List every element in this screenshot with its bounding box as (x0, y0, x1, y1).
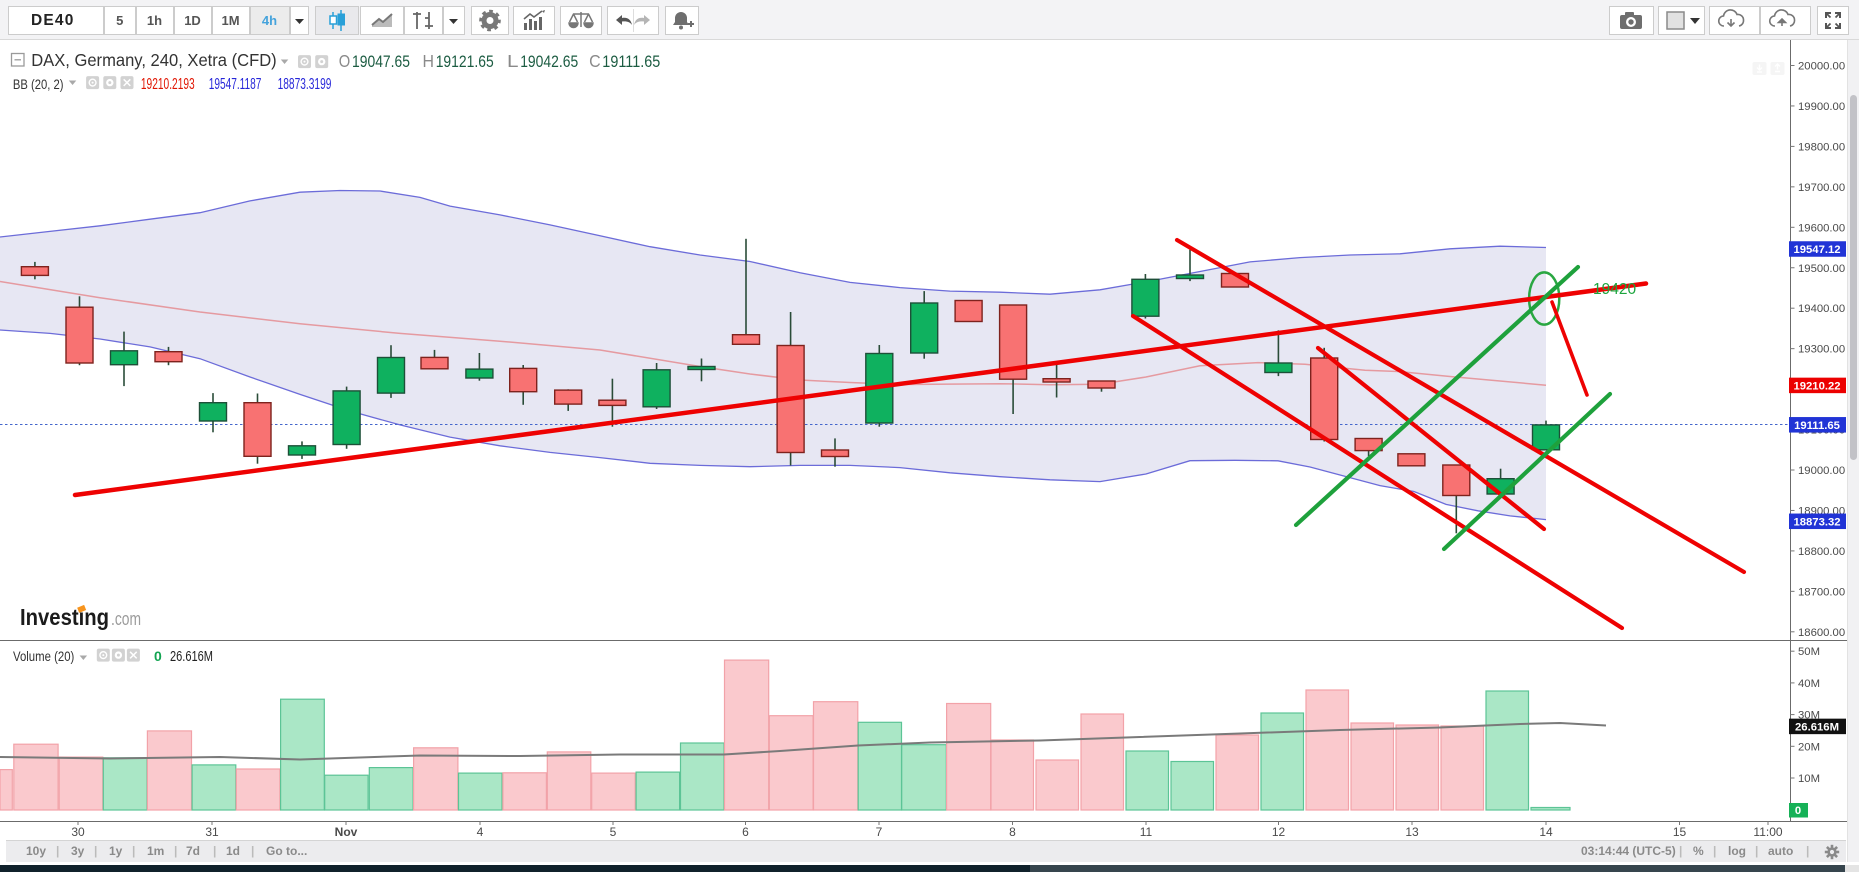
svg-text:19900.00: 19900.00 (1798, 101, 1845, 113)
svg-text:.com: .com (111, 609, 141, 629)
svg-text:19420: 19420 (1593, 281, 1636, 298)
svg-text:C: C (589, 51, 601, 71)
svg-text:40M: 40M (1798, 678, 1820, 690)
svg-text:DAX, Germany, 240, Xetra (CFD): DAX, Germany, 240, Xetra (CFD) (31, 50, 277, 70)
svg-text:14: 14 (1539, 825, 1553, 839)
svg-text:18600.00: 18600.00 (1798, 627, 1845, 639)
svg-text:7: 7 (876, 825, 883, 839)
svg-text:19547.12: 19547.12 (1793, 244, 1840, 256)
svg-text:18873.3199: 18873.3199 (278, 76, 332, 93)
svg-text:19042.65: 19042.65 (520, 52, 578, 71)
svg-text:19547.1187: 19547.1187 (209, 76, 262, 93)
svg-text:Investing: Investing (20, 604, 109, 630)
svg-text:18700.00: 18700.00 (1798, 586, 1845, 598)
svg-text:0: 0 (154, 648, 162, 664)
svg-text:50M: 50M (1798, 646, 1820, 658)
svg-text:26.616M: 26.616M (1795, 722, 1839, 734)
svg-text:19700.00: 19700.00 (1798, 182, 1845, 194)
svg-text:30M: 30M (1798, 710, 1820, 722)
svg-text:6: 6 (742, 825, 749, 839)
svg-text:19300.00: 19300.00 (1798, 344, 1845, 356)
svg-text:15: 15 (1673, 825, 1687, 839)
svg-text:20000.00: 20000.00 (1798, 61, 1845, 73)
svg-text:19111.65: 19111.65 (602, 52, 660, 71)
svg-text:31: 31 (205, 825, 219, 839)
svg-text:18800.00: 18800.00 (1798, 546, 1845, 558)
svg-text:L: L (507, 51, 519, 71)
svg-text:12: 12 (1272, 825, 1286, 839)
svg-text:19210.2193: 19210.2193 (141, 76, 195, 93)
svg-text:19121.65: 19121.65 (436, 52, 494, 71)
svg-text:4: 4 (477, 825, 484, 839)
svg-text:11: 11 (1140, 825, 1153, 839)
svg-text:8: 8 (1009, 825, 1016, 839)
svg-text:13: 13 (1405, 825, 1419, 839)
svg-text:19800.00: 19800.00 (1798, 141, 1845, 153)
svg-text:H: H (423, 51, 435, 71)
svg-text:11:00: 11:00 (1753, 825, 1782, 839)
svg-text:19111.65: 19111.65 (1794, 420, 1840, 432)
svg-text:26.616M: 26.616M (170, 649, 213, 665)
svg-text:Volume (20): Volume (20) (13, 648, 74, 664)
svg-text:5: 5 (610, 825, 617, 839)
svg-text:19210.22: 19210.22 (1793, 381, 1840, 393)
svg-text:20M: 20M (1798, 741, 1820, 753)
svg-text:19600.00: 19600.00 (1798, 222, 1845, 234)
svg-text:19047.65: 19047.65 (352, 52, 410, 71)
svg-text:30: 30 (71, 825, 85, 839)
svg-text:O: O (339, 51, 351, 71)
svg-text:19400.00: 19400.00 (1798, 303, 1845, 315)
svg-text:10M: 10M (1798, 773, 1820, 785)
svg-text:19500.00: 19500.00 (1798, 263, 1845, 275)
svg-text:18873.32: 18873.32 (1793, 517, 1840, 529)
svg-text:19000.00: 19000.00 (1798, 465, 1845, 477)
svg-text:0: 0 (1795, 805, 1801, 817)
svg-text:Nov: Nov (335, 825, 358, 839)
svg-text:BB (20, 2): BB (20, 2) (13, 77, 64, 92)
